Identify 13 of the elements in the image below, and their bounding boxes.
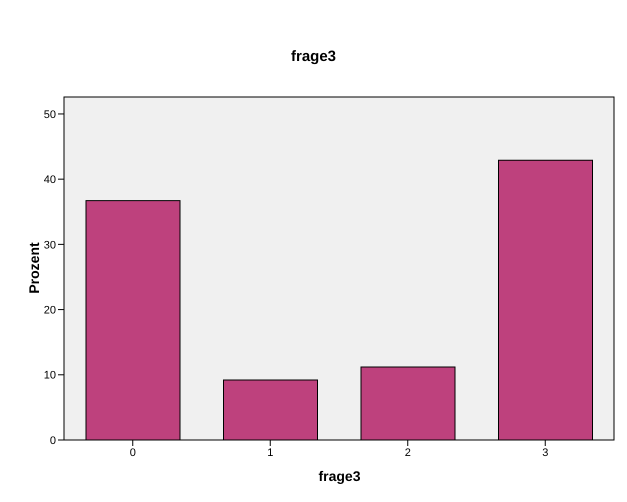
x-tick-label: 0 [130, 446, 136, 459]
y-tick-label: 10 [44, 370, 56, 382]
y-tick-label: 0 [50, 434, 56, 447]
y-tick-label: 40 [44, 174, 56, 186]
x-axis-title: frage3 [317, 468, 362, 484]
y-tick-label: 30 [44, 239, 56, 252]
y-tick-label: 50 [44, 108, 56, 121]
x-tick-label: 1 [267, 446, 274, 459]
chart-title: frage3 [290, 48, 338, 65]
x-tick-label: 3 [542, 446, 548, 459]
y-tick-label: 20 [44, 304, 56, 316]
x-tick-label: 2 [404, 446, 411, 459]
y-axis-title: Prozent [26, 242, 42, 294]
